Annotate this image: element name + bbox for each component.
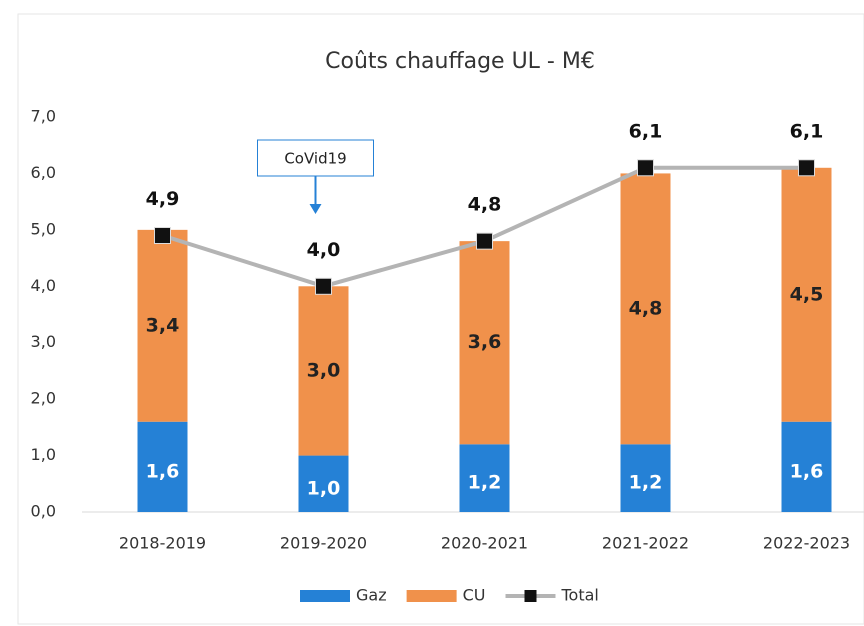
bar-segment bbox=[620, 173, 671, 445]
total-marker bbox=[154, 227, 171, 244]
legend-label: Total bbox=[561, 586, 599, 605]
legend-swatch bbox=[300, 590, 350, 602]
value-label: 1,0 bbox=[307, 477, 341, 499]
value-label: 3,4 bbox=[146, 314, 180, 336]
bar-segment bbox=[137, 229, 188, 422]
bar-segment bbox=[298, 455, 349, 512]
annotation-arrowhead bbox=[309, 204, 322, 214]
y-tick-label: 7,0 bbox=[31, 107, 56, 126]
x-tick-label: 2021-2022 bbox=[602, 534, 689, 553]
y-tick-label: 6,0 bbox=[31, 163, 56, 182]
x-tick-label: 2022-2023 bbox=[763, 534, 850, 553]
value-label: 6,1 bbox=[790, 120, 824, 142]
legend-marker bbox=[524, 590, 537, 602]
y-tick-label: 3,0 bbox=[31, 332, 56, 351]
y-tick-label: 0,0 bbox=[31, 502, 56, 521]
chart-title: Coûts chauffage UL - M€ bbox=[325, 49, 595, 74]
y-tick-label: 4,0 bbox=[31, 276, 56, 295]
legend-label: CU bbox=[463, 586, 486, 605]
total-marker bbox=[315, 277, 332, 295]
total-marker bbox=[637, 159, 654, 177]
x-tick-label: 2020-2021 bbox=[441, 534, 528, 553]
bar-segment bbox=[781, 421, 832, 512]
value-label: 4,5 bbox=[790, 283, 824, 305]
value-label: 3,6 bbox=[468, 331, 502, 353]
y-tick-label: 1,0 bbox=[31, 445, 56, 464]
bar-segment bbox=[459, 241, 510, 445]
value-label: 4,0 bbox=[307, 239, 341, 261]
x-tick-label: 2018-2019 bbox=[119, 534, 206, 553]
bar-segment bbox=[298, 286, 349, 456]
y-tick-label: 2,0 bbox=[31, 389, 56, 408]
value-label: 1,2 bbox=[629, 472, 663, 494]
y-tick-label: 5,0 bbox=[31, 219, 56, 238]
total-marker bbox=[798, 159, 815, 177]
total-marker bbox=[476, 232, 493, 250]
value-label: 4,8 bbox=[629, 297, 663, 319]
legend-label: Gaz bbox=[356, 586, 387, 605]
value-label: 6,1 bbox=[629, 120, 663, 142]
value-label: 3,0 bbox=[307, 359, 341, 381]
legend-swatch bbox=[406, 590, 457, 602]
annotation-box bbox=[257, 139, 374, 177]
value-label: 4,9 bbox=[146, 188, 180, 210]
value-label: 4,8 bbox=[468, 194, 502, 216]
bar-segment bbox=[620, 444, 671, 512]
value-label: 1,6 bbox=[146, 460, 180, 482]
bar-segment bbox=[137, 421, 188, 512]
value-label: 1,6 bbox=[790, 460, 824, 482]
x-tick-label: 2019-2020 bbox=[280, 534, 367, 553]
annotation: CoVid19 bbox=[284, 150, 346, 168]
bar-segment bbox=[781, 167, 832, 422]
bar-segment bbox=[459, 444, 510, 512]
value-label: 1,2 bbox=[468, 472, 502, 494]
